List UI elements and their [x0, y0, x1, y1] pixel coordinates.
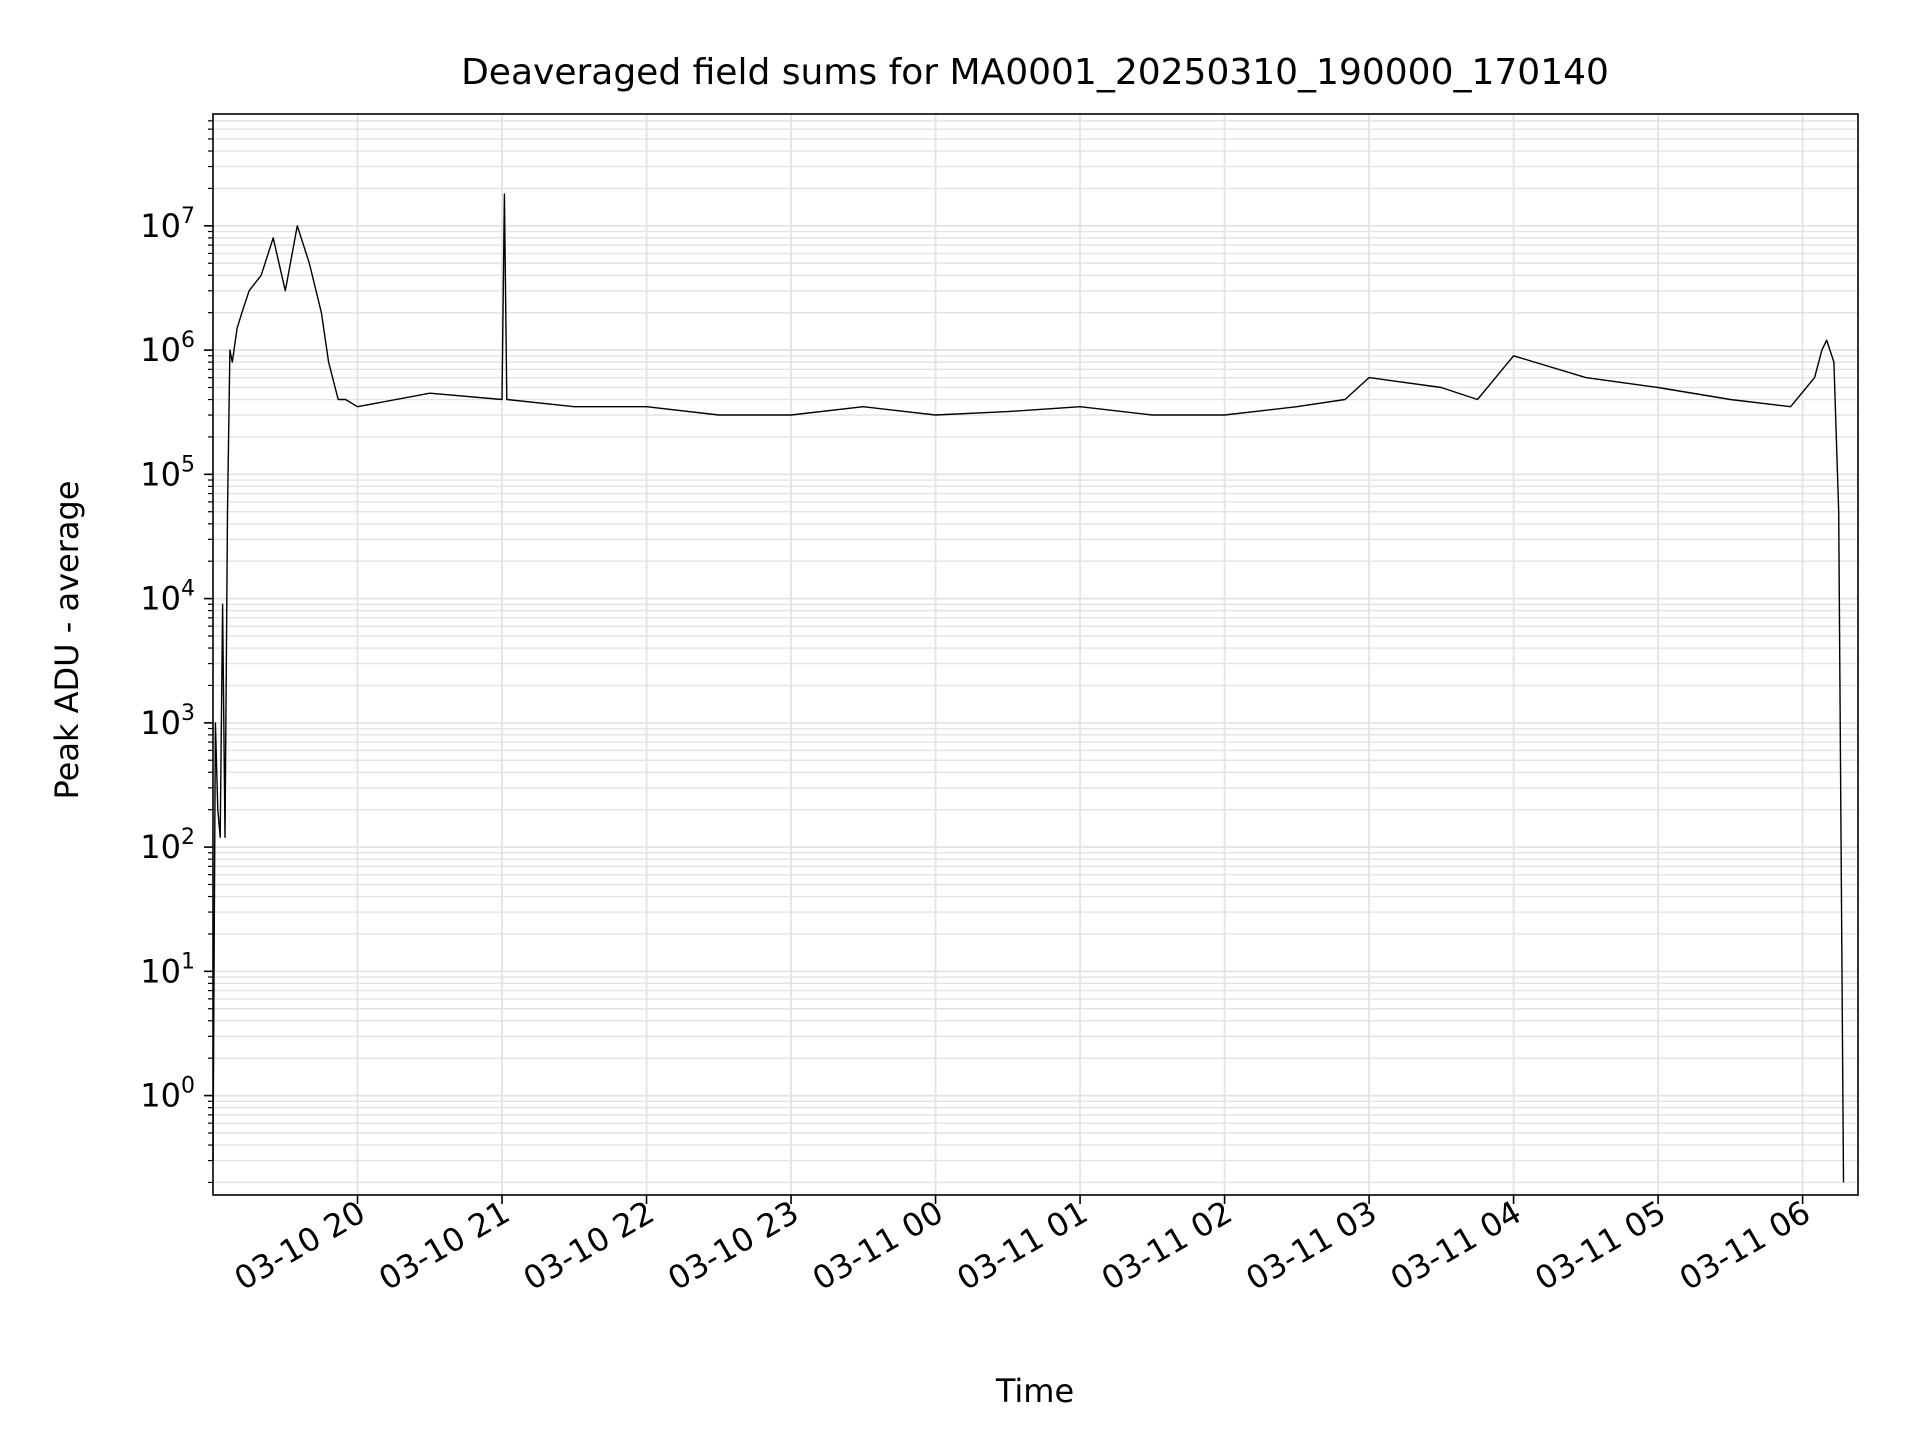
y-tick-label: 106	[140, 328, 195, 369]
y-tick-label: 103	[140, 701, 195, 742]
y-tick-label: 107	[140, 204, 195, 245]
grid	[213, 114, 1858, 1195]
y-tick-label: 102	[140, 825, 195, 866]
plot-frame	[212, 113, 1859, 1196]
y-tick-label: 101	[140, 949, 195, 990]
y-tick-label: 105	[140, 452, 195, 493]
chart-title: Deaveraged field sums for MA0001_2025031…	[461, 52, 1609, 93]
series-layer	[212, 193, 1845, 1183]
y-tick-label: 104	[140, 577, 195, 618]
y-tick-label: 100	[140, 1074, 195, 1115]
y-axis-label: Peak ADU - average	[48, 481, 86, 800]
series-line	[212, 193, 1845, 1183]
x-axis-label: Time	[995, 1372, 1074, 1410]
